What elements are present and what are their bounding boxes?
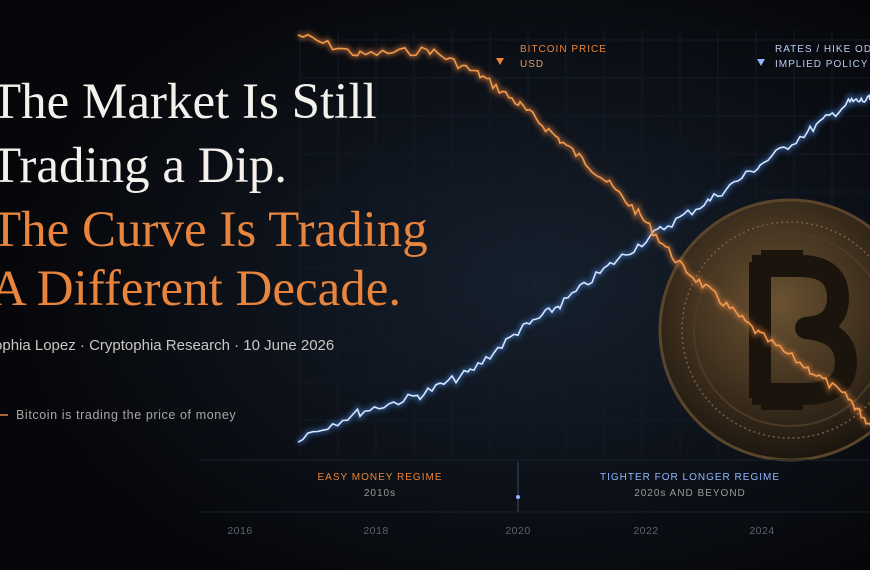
regime-title: EASY MONEY REGIME	[318, 472, 443, 483]
regime-subtitle: 2010s	[364, 488, 396, 499]
regime-subtitle: 2020s AND BEYOND	[634, 488, 746, 499]
legend-marker	[757, 59, 765, 66]
legend-subtitle: IMPLIED POLICY RATE	[775, 59, 870, 70]
legend-subtitle: USD	[520, 59, 544, 70]
headline-line: The Curve Is Trading	[0, 202, 428, 258]
rates-line	[297, 94, 870, 443]
legend-marker	[496, 58, 504, 65]
year-label: 2024	[749, 525, 774, 537]
headline-line: The Market Is Still	[0, 74, 377, 130]
year-label: 2020	[505, 525, 530, 537]
price-line	[297, 33, 870, 426]
headline-line: A Different Decade.	[0, 261, 401, 317]
regime-dot	[516, 495, 520, 499]
headline-line: Trading a Dip.	[0, 138, 287, 194]
byline: Sophia Lopez · Cryptophia Research · 10 …	[0, 337, 334, 354]
legend-title: BITCOIN PRICE	[520, 44, 607, 55]
year-label: 2016	[227, 525, 252, 537]
year-label: 2022	[633, 525, 658, 537]
tagline: Bitcoin is trading the price of money	[16, 408, 236, 422]
year-label: 2018	[363, 525, 388, 537]
legend-title: RATES / HIKE ODDS	[775, 44, 870, 55]
regime-title: TIGHTER FOR LONGER REGIME	[600, 472, 780, 483]
